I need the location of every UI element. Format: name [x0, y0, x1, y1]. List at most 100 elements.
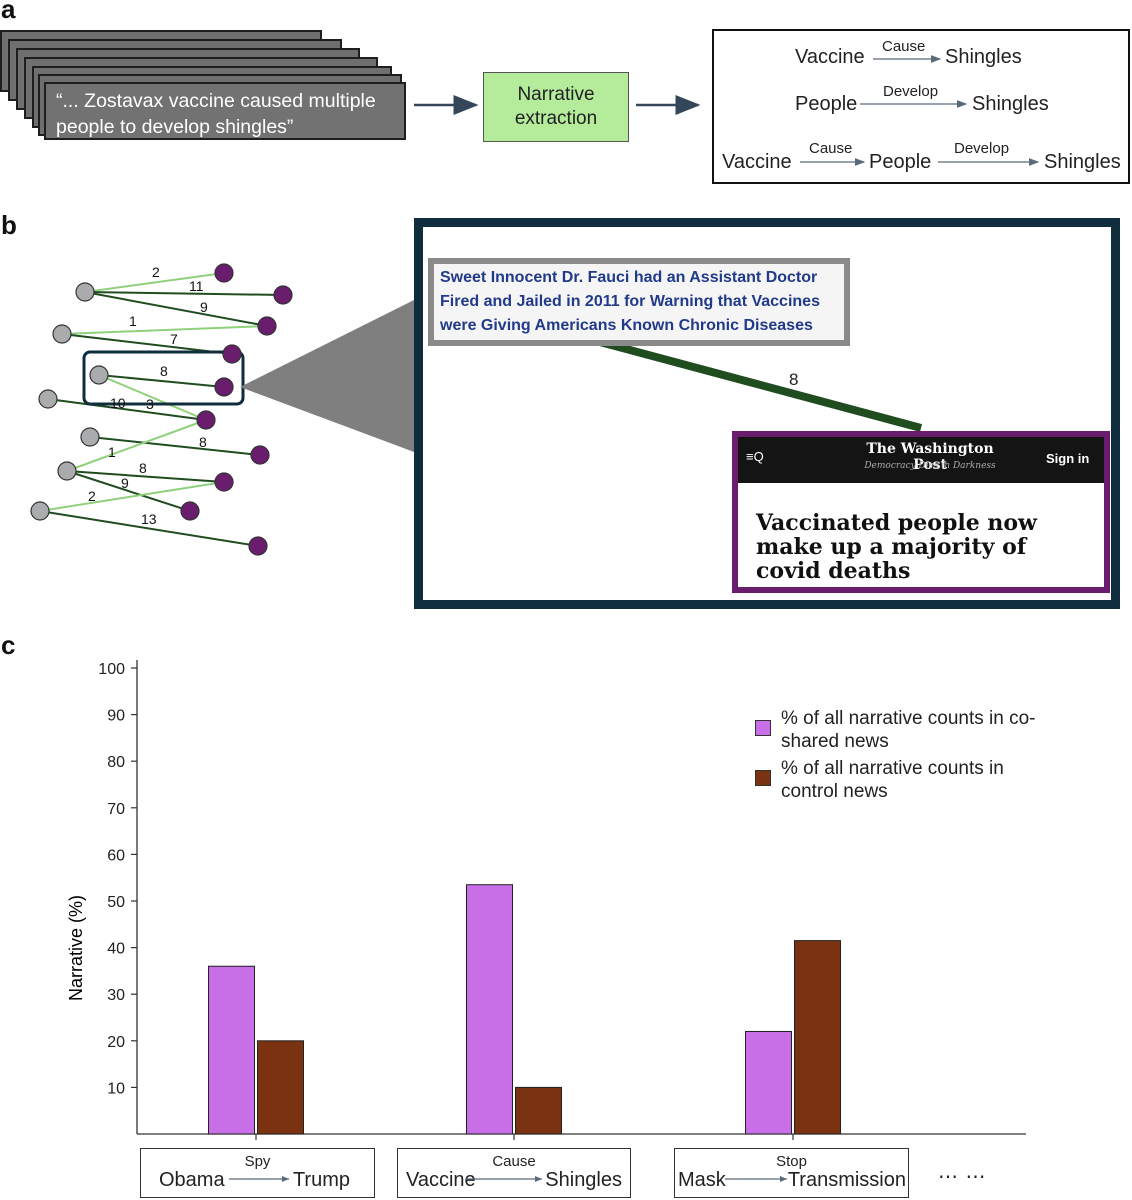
- target-node: [214, 472, 234, 492]
- panel-a-arrows: [414, 55, 1040, 166]
- sign-in-link: Sign in: [1046, 451, 1090, 466]
- edge-weight: 8: [139, 460, 147, 476]
- zoomed-edge-line: [598, 338, 923, 432]
- category-box: Vaccine Cause Shingles: [397, 1148, 631, 1198]
- edge-weight: 1: [129, 313, 137, 329]
- category-box: Mask Stop Transmission: [674, 1148, 909, 1198]
- edge-weight: 8: [160, 363, 168, 379]
- narrative-node: Shingles: [972, 93, 1049, 115]
- network-edge: [66, 419, 207, 472]
- category-target: Trump: [292, 1169, 350, 1191]
- bar-coshared: [208, 965, 255, 1135]
- edge-weight: 9: [200, 299, 208, 315]
- bar-chart: 10 20 30 40 50 60 70 80 90 100 Narrative (%): [66, 660, 1026, 1140]
- network-edge: [84, 291, 268, 327]
- more-categories-ellipsis: ⋯ ⋯: [938, 1166, 987, 1188]
- network-edge: [84, 291, 284, 296]
- narrative-node: People: [869, 151, 932, 173]
- category-arrow: [725, 1176, 787, 1182]
- y-tick-label: 100: [98, 661, 125, 678]
- category-target: Shingles: [545, 1169, 622, 1191]
- source-node: [38, 389, 58, 409]
- target-node: [248, 536, 268, 556]
- bipartite-network: 2 11 9 1 7 8 10 3 8 1 8 9 2 13: [30, 263, 293, 556]
- edge-weight: 2: [88, 488, 96, 504]
- legend-swatch-control: [755, 770, 771, 786]
- network-edge: [47, 398, 207, 421]
- target-node: [273, 285, 293, 305]
- y-tick-label: 50: [107, 894, 125, 911]
- network-edge: [98, 374, 207, 421]
- y-tick-label: 40: [107, 941, 125, 958]
- narrative-edge-label: Cause: [809, 140, 853, 157]
- network-edge: [61, 325, 268, 335]
- edge-weight: 1: [108, 444, 116, 460]
- target-node: [214, 377, 234, 397]
- y-tick-label: 20: [107, 1034, 125, 1051]
- legend-label-control: % of all narrative counts in control new…: [781, 758, 1004, 802]
- bar-control: [794, 940, 841, 1135]
- panel-label-b: b: [1, 210, 17, 240]
- source-node: [89, 365, 109, 385]
- y-tick-label: 10: [107, 1080, 125, 1097]
- news-headline: Vaccinated people now make up a majority…: [756, 510, 1037, 584]
- source-node: [80, 427, 100, 447]
- y-axis: 10 20 30 40 50 60 70 80 90 100: [98, 660, 1026, 1140]
- source-node: [75, 282, 95, 302]
- edge-weight: 11: [189, 278, 204, 294]
- menu-search-icon: ≡Q: [746, 449, 764, 464]
- target-node: [180, 501, 200, 521]
- zoom-edge: [598, 338, 923, 432]
- edge-weight: 7: [170, 331, 178, 347]
- source-node: [52, 324, 72, 344]
- narrative-node: People: [795, 93, 858, 115]
- network-edge: [84, 272, 225, 293]
- highlight-edge-box: [82, 350, 245, 406]
- target-node: [196, 410, 216, 430]
- category-source: Obama: [159, 1169, 225, 1191]
- news-card-header: ≡Q The Washington Post Democracy Dies in…: [738, 437, 1104, 483]
- network-edge: [66, 470, 225, 483]
- narrative-edge-label: Cause: [882, 38, 926, 55]
- news-card: ≡Q The Washington Post Democracy Dies in…: [732, 431, 1110, 593]
- panel-label-c: c: [1, 630, 16, 660]
- bar-control: [515, 1086, 562, 1135]
- zoom-wedge: [240, 300, 414, 452]
- network-nodes: [30, 263, 293, 556]
- narrative-node: Shingles: [945, 46, 1022, 68]
- edge-weight: 9: [121, 475, 129, 491]
- extracted-narratives-box: [712, 29, 1130, 184]
- masthead: The Washington Post: [866, 441, 994, 473]
- network-edge: [89, 436, 261, 456]
- network-edge: [66, 470, 191, 512]
- edge-weight: 2: [152, 264, 160, 280]
- target-node: [250, 445, 270, 465]
- network-edge: [39, 481, 225, 512]
- misinformation-headline: Sweet Innocent Dr. Fauci had an Assistan…: [428, 258, 850, 346]
- source-quote: “... Zostavax vaccine caused multiple pe…: [44, 82, 406, 140]
- edge-weight: 13: [141, 511, 157, 527]
- network-edge: [98, 374, 225, 388]
- edge-weight: 3: [146, 396, 154, 412]
- legend-swatch-coshared: [755, 720, 771, 736]
- category-source: Mask: [678, 1169, 726, 1191]
- target-node: [222, 344, 242, 364]
- bar-coshared: [745, 1030, 792, 1135]
- narrative-node: Vaccine: [795, 46, 865, 68]
- category-arrow: [229, 1176, 289, 1182]
- category-arrow: [466, 1176, 542, 1182]
- source-node: [30, 501, 50, 521]
- zoom-edge-weight: 8: [789, 370, 799, 389]
- category-box: Obama Spy Trump: [140, 1148, 375, 1198]
- edge-weight: 10: [110, 395, 126, 411]
- y-tick-label: 80: [107, 754, 125, 771]
- y-tick-label: 60: [107, 847, 125, 864]
- y-axis-label: Narrative (%): [66, 895, 86, 1001]
- narrative-edge-label: Develop: [954, 140, 1010, 157]
- edge-weight: 8: [199, 434, 207, 450]
- network-edge: [39, 510, 259, 547]
- category-target: Transmission: [787, 1169, 906, 1191]
- bar-control: [257, 1040, 304, 1135]
- category-relation: Stop: [776, 1153, 807, 1170]
- narrative-node: Vaccine: [722, 151, 792, 173]
